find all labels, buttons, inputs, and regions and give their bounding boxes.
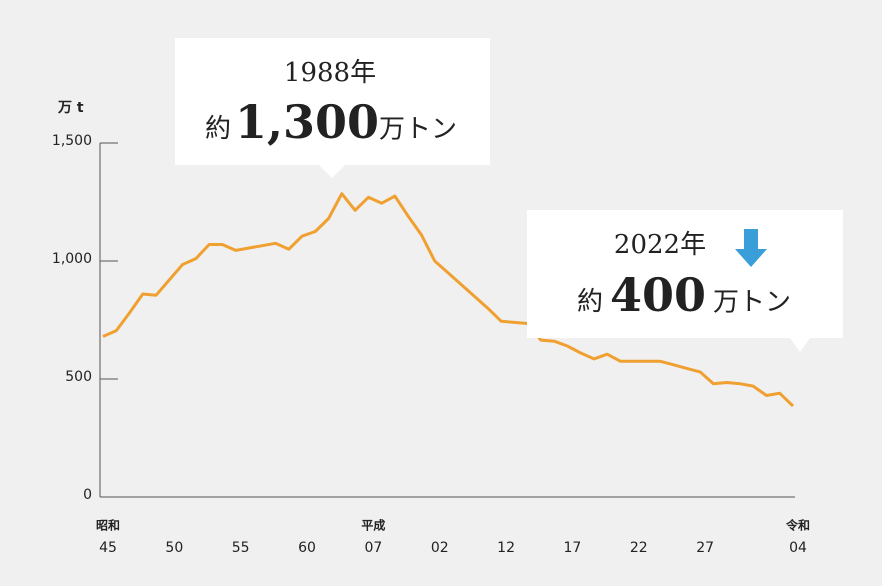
- x-era-label: 平成: [361, 518, 385, 533]
- y-tick-label: 0: [83, 487, 92, 503]
- down-arrow-icon: [735, 229, 767, 267]
- x-tick-label: 50: [165, 540, 183, 556]
- y-unit: 万 t: [57, 100, 84, 116]
- callout-year: 1988年: [284, 58, 376, 88]
- callout-box: [527, 210, 843, 352]
- series-line: [102, 192, 795, 408]
- callout-prefix: 約: [577, 287, 603, 317]
- y-tick-label: 1,500: [52, 133, 92, 149]
- y-tick-label: 500: [65, 369, 92, 385]
- x-tick-label: 07: [364, 540, 382, 556]
- x-era-label: 令和: [785, 518, 810, 533]
- x-tick-label: 55: [232, 540, 250, 556]
- x-tick-label: 02: [431, 540, 449, 556]
- callout-year: 2022年: [614, 230, 706, 260]
- x-tick-label: 12: [497, 540, 515, 556]
- x-tick-label: 17: [564, 540, 582, 556]
- x-era-label: 昭和: [96, 518, 120, 533]
- x-tick-label: 22: [630, 540, 648, 556]
- callout-amount: 400: [610, 268, 706, 322]
- x-tick-label: 60: [298, 540, 316, 556]
- x-tick-label: 04: [789, 540, 807, 556]
- callout-box: [175, 38, 490, 178]
- callout-1988: 1988年 約 1,300 万トン: [175, 38, 490, 178]
- callout-prefix: 約: [205, 114, 231, 144]
- x-tick-label: 45: [99, 540, 117, 556]
- callout-unit: 万トン: [379, 115, 457, 145]
- callout-2022: 2022年 約 400 万トン: [527, 210, 843, 352]
- callout-amount: 1,300: [235, 95, 379, 149]
- y-tick-label: 1,000: [52, 251, 92, 267]
- x-tick-label: 27: [696, 540, 714, 556]
- callout-unit: 万トン: [713, 288, 791, 318]
